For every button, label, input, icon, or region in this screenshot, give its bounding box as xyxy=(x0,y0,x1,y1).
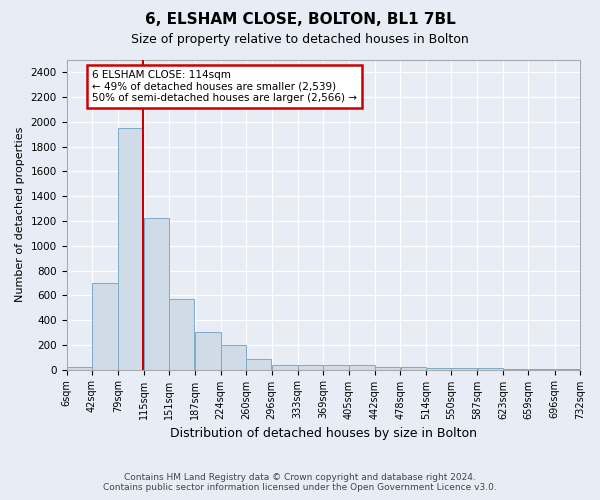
Bar xyxy=(247,359,271,370)
Bar xyxy=(272,364,298,370)
Bar xyxy=(195,332,221,370)
X-axis label: Distribution of detached houses by size in Bolton: Distribution of detached houses by size … xyxy=(170,427,477,440)
Bar xyxy=(298,365,323,370)
Bar xyxy=(221,345,246,370)
Bar xyxy=(451,368,477,370)
Bar xyxy=(426,368,451,370)
Bar xyxy=(144,218,169,370)
Text: Size of property relative to detached houses in Bolton: Size of property relative to detached ho… xyxy=(131,32,469,46)
Bar xyxy=(529,369,554,370)
Bar xyxy=(118,128,143,370)
Bar xyxy=(169,299,194,370)
Bar xyxy=(478,368,503,370)
Bar xyxy=(555,369,580,370)
Text: 6 ELSHAM CLOSE: 114sqm
← 49% of detached houses are smaller (2,539)
50% of semi-: 6 ELSHAM CLOSE: 114sqm ← 49% of detached… xyxy=(92,70,357,103)
Bar xyxy=(503,369,528,370)
Bar xyxy=(323,365,349,370)
Text: 6, ELSHAM CLOSE, BOLTON, BL1 7BL: 6, ELSHAM CLOSE, BOLTON, BL1 7BL xyxy=(145,12,455,28)
Y-axis label: Number of detached properties: Number of detached properties xyxy=(15,127,25,302)
Text: Contains HM Land Registry data © Crown copyright and database right 2024.
Contai: Contains HM Land Registry data © Crown c… xyxy=(103,473,497,492)
Bar xyxy=(375,367,400,370)
Bar xyxy=(92,283,118,370)
Bar xyxy=(401,367,425,370)
Bar xyxy=(349,365,375,370)
Bar xyxy=(67,367,92,370)
